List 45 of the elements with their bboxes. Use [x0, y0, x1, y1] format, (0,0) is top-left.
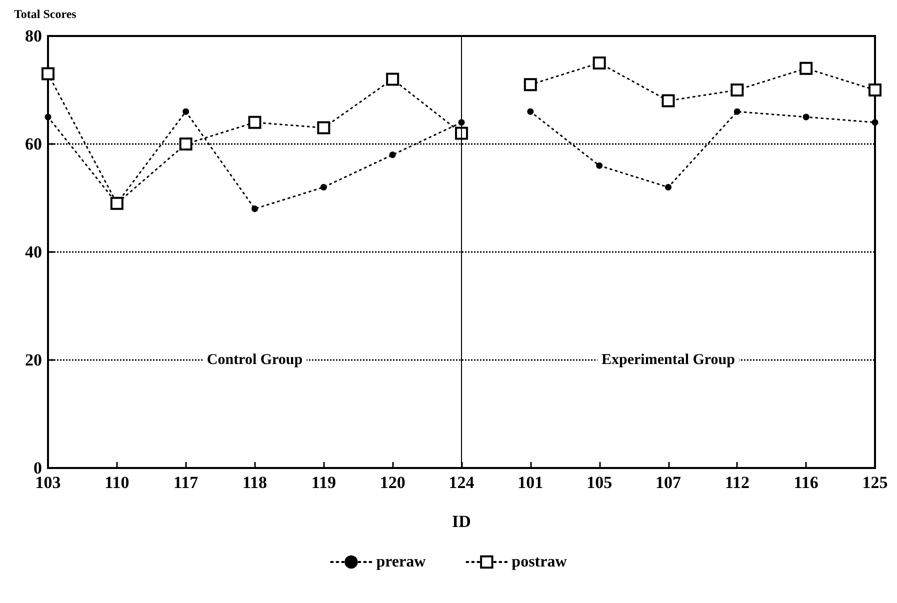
point: [800, 62, 813, 75]
point: [389, 152, 396, 158]
annotation: Experimental Group: [602, 352, 735, 368]
point: [868, 84, 882, 96]
point: [252, 206, 258, 212]
y-tick-label: 80: [25, 26, 42, 46]
y-tick-label: 60: [25, 134, 42, 154]
point: [248, 116, 262, 129]
annotation: Control Group: [206, 352, 303, 368]
point: [662, 94, 675, 108]
point: [802, 114, 810, 120]
y-tick-label: 40: [25, 242, 42, 262]
point: [734, 108, 740, 115]
point: [592, 56, 606, 70]
x-tick-label: 107: [656, 473, 682, 492]
x-tick-label: 110: [104, 473, 130, 492]
x-axis-title: ID: [452, 512, 471, 531]
x-tick-label: 116: [794, 473, 818, 492]
point: [44, 114, 52, 120]
x-tick-label: 101: [518, 473, 544, 492]
legend-label: preraw: [376, 554, 426, 570]
point: [182, 108, 190, 115]
y-tick-label: 20: [25, 350, 42, 370]
point: [179, 138, 192, 150]
point: [524, 78, 537, 92]
x-tick-label: 120: [380, 473, 406, 492]
x-tick-label: 119: [311, 473, 336, 492]
x-tick-label: 112: [724, 473, 750, 492]
point: [872, 119, 878, 126]
point: [730, 84, 744, 96]
point: [42, 67, 54, 80]
x-tick-label: 105: [586, 473, 612, 492]
point: [317, 121, 330, 134]
x-tick-label: 125: [862, 473, 888, 492]
point: [386, 72, 400, 86]
y-axis-title: Total Scores: [14, 7, 77, 21]
point: [455, 126, 468, 140]
legend-label: postraw: [512, 554, 568, 570]
x-tick-label: 124: [448, 473, 475, 492]
point: [527, 108, 534, 115]
point: [320, 184, 327, 190]
x-tick-label: 117: [174, 473, 199, 492]
x-tick-label: 118: [242, 473, 268, 492]
point: [596, 162, 603, 169]
point: [665, 184, 672, 190]
